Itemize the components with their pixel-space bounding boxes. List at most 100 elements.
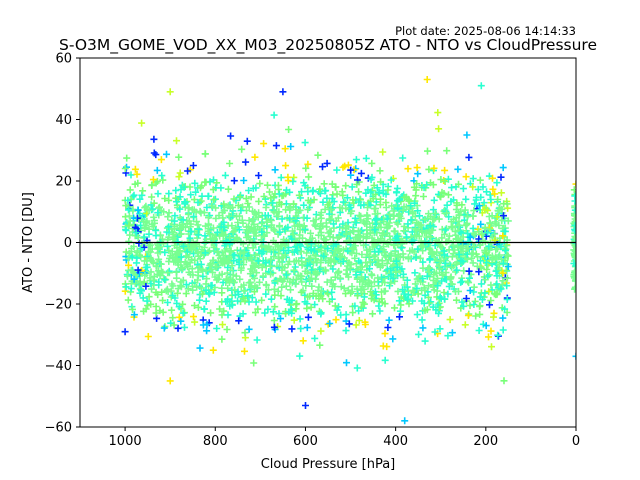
scatter-point — [175, 153, 183, 161]
y-tick-label: 0 — [64, 236, 72, 251]
scatter-point — [131, 165, 139, 173]
scatter-point — [466, 302, 474, 310]
scatter-point — [205, 225, 212, 233]
scatter-point — [497, 189, 505, 197]
scatter-point — [447, 218, 455, 226]
scatter-point — [129, 305, 136, 313]
scatter-point — [154, 190, 162, 198]
scatter-point — [133, 247, 141, 255]
scatter-point — [342, 311, 350, 319]
scatter-point — [235, 317, 243, 325]
scatter-point — [303, 262, 311, 269]
scatter-point — [443, 209, 451, 217]
scatter-point — [302, 164, 310, 172]
scatter-point — [127, 195, 135, 203]
scatter-point — [499, 277, 507, 285]
scatter-point — [572, 253, 576, 261]
x-tick-label: 1000 — [109, 434, 142, 449]
scatter-point — [309, 186, 317, 194]
scatter-point — [468, 250, 476, 258]
scatter-point — [487, 297, 495, 304]
scatter-point — [160, 208, 168, 216]
scatter-point — [413, 232, 421, 240]
scatter-point — [571, 206, 576, 214]
scatter-point — [228, 262, 236, 270]
scatter-point — [494, 196, 502, 203]
scatter-point — [384, 186, 392, 194]
scatter-point — [238, 145, 246, 153]
scatter-point — [425, 165, 433, 173]
scatter-point — [275, 250, 283, 258]
scatter-point — [498, 216, 506, 224]
y-tick-label: −40 — [45, 359, 72, 374]
scatter-point — [447, 262, 455, 270]
scatter-point — [339, 163, 347, 171]
scatter-point — [256, 278, 263, 286]
scatter-point — [485, 242, 493, 250]
scatter-point — [455, 221, 463, 229]
scatter-point — [176, 169, 184, 177]
scatter-point — [342, 290, 350, 298]
scatter-point — [207, 309, 215, 317]
scatter-point — [435, 309, 442, 317]
scatter-point — [281, 225, 289, 233]
scatter-point — [379, 243, 387, 251]
scatter-point — [122, 202, 130, 210]
scatter-point — [351, 254, 359, 262]
scatter-point — [571, 192, 576, 200]
scatter-point — [213, 179, 221, 187]
scatter-point — [434, 274, 441, 282]
scatter-point — [290, 316, 298, 324]
scatter-point — [482, 259, 490, 266]
scatter-point — [212, 214, 220, 222]
scatter-point — [154, 244, 162, 252]
scatter-point — [122, 226, 130, 234]
scatter-point — [149, 259, 157, 267]
scatter-point — [477, 220, 485, 228]
scatter-point — [430, 196, 438, 204]
scatter-point — [234, 288, 242, 296]
scatter-point — [138, 119, 146, 127]
scatter-point — [179, 300, 187, 308]
scatter-point — [326, 320, 334, 327]
scatter-point — [173, 198, 180, 206]
scatter-point — [404, 253, 412, 261]
scatter-point — [399, 250, 407, 258]
scatter-point — [247, 235, 254, 243]
scatter-point — [296, 352, 304, 360]
scatter-point — [163, 224, 171, 232]
scatter-point — [139, 187, 147, 195]
scatter-point — [452, 214, 460, 222]
scatter-point — [148, 193, 156, 201]
scatter-point — [488, 256, 496, 264]
scatter-point — [224, 264, 232, 271]
scatter-point — [501, 305, 509, 313]
scatter-point — [387, 271, 395, 279]
scatter-point — [347, 166, 355, 174]
scatter-point — [130, 243, 138, 250]
scatter-point — [430, 164, 438, 172]
outlier-point — [477, 82, 485, 90]
scatter-point — [351, 302, 359, 310]
scatter-point — [381, 356, 389, 364]
scatter-point — [500, 377, 508, 385]
scatter-point — [355, 211, 363, 219]
scatter-point — [381, 248, 389, 256]
scatter-point — [570, 249, 576, 257]
scatter-point — [221, 247, 229, 255]
scatter-point — [193, 218, 200, 226]
scatter-point — [475, 235, 483, 243]
scatter-point — [192, 188, 200, 196]
scatter-point — [343, 359, 350, 367]
scatter-point — [387, 250, 395, 258]
scatter-point — [324, 229, 332, 237]
scatter-point — [331, 302, 339, 310]
scatter-point — [326, 298, 334, 305]
scatter-point — [342, 182, 350, 190]
scatter-point — [275, 208, 283, 216]
scatter-point — [251, 288, 258, 296]
scatter-point — [356, 237, 364, 245]
scatter-point — [247, 283, 255, 291]
scatter-point — [404, 165, 412, 173]
scatter-point — [202, 297, 210, 305]
